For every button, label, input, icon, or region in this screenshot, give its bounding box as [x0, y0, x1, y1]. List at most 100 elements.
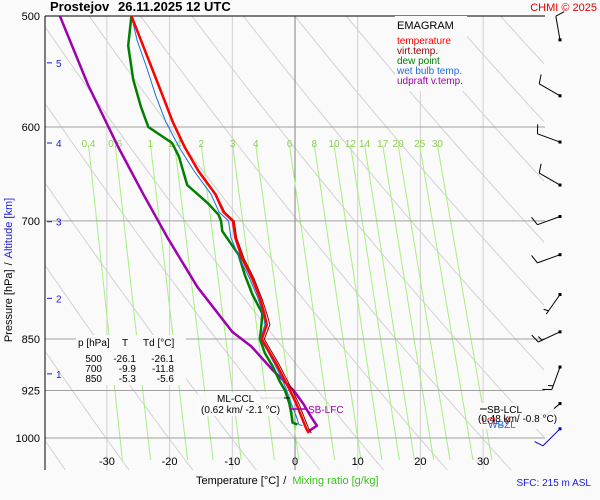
- barb-feather: [531, 255, 538, 264]
- series-wet-bulb-temp: [130, 16, 303, 427]
- station-name: Prostejov: [50, 0, 110, 14]
- ml-ccl-bg: [198, 392, 284, 416]
- surface-info: SFC: 215 m ASL: [517, 478, 592, 489]
- mixing-ratio-label: 1: [148, 139, 154, 150]
- mixing-ratio-label: 17: [377, 139, 389, 150]
- dry-adiabat: [46, 351, 130, 470]
- table-cell: -9.9: [119, 364, 137, 375]
- mixing-ratio-label: 4: [253, 139, 259, 150]
- temperature-tick-label: -10: [224, 456, 240, 468]
- wind-barb: [536, 124, 562, 144]
- barb-staff: [555, 16, 561, 40]
- barb-station-dot: [558, 292, 562, 296]
- dry-adiabats: [46, 0, 600, 473]
- pressure-tick-label: 925: [22, 386, 40, 398]
- dry-adiabat: [529, 0, 600, 473]
- x-axis-title: Temperature [°C] / Mixing ratio [g/kg]: [196, 475, 379, 487]
- dry-adiabat: [294, 16, 544, 306]
- barb-station-dot: [558, 183, 562, 187]
- altitude-tick-label: 1: [56, 370, 62, 381]
- wind-barb: [531, 330, 562, 343]
- barb-staff: [551, 366, 561, 390]
- barb-station-dot: [558, 214, 562, 218]
- sb-lfc-label: SB-LFC: [308, 405, 344, 416]
- barb-station-dot: [558, 402, 562, 406]
- barb-staff: [542, 428, 561, 447]
- mixing-ratio-label: 14: [359, 139, 371, 150]
- mixing-ratio-label: 0.4: [82, 139, 96, 150]
- y-axis-title: Pressure [hPa] / Altitude [km]: [3, 198, 15, 342]
- altitude-tick-label: 5: [56, 59, 62, 70]
- sb-lcl-bg: [478, 403, 554, 429]
- barb-station-dot: [558, 427, 562, 431]
- barb-station-dot: [558, 94, 562, 98]
- dry-adiabat: [345, 16, 544, 243]
- barb-half-feather: [543, 308, 549, 312]
- altitude-tick-labels: 5 4 3 2 1: [47, 59, 62, 381]
- svg-text:Pressure [hPa]/Altitude [km]: Pressure [hPa] / Altitude [km]: [3, 198, 15, 342]
- mixing-ratio-line: [149, 144, 189, 461]
- dry-adiabat: [46, 265, 194, 470]
- legend-item: dew point: [397, 56, 440, 67]
- y-axis-separator: /: [3, 261, 15, 265]
- y-axis-label: Pressure [hPa]: [3, 269, 15, 342]
- legend-background: [395, 16, 467, 91]
- pressure-tick-label: 600: [22, 122, 40, 134]
- mixing-ratio-line: [364, 144, 415, 461]
- sb-lcl-detail: (0.48 km/ -0.8 °C): [478, 414, 557, 425]
- barb-feather: [534, 441, 544, 447]
- temperature-tick-label: 30: [477, 456, 489, 468]
- barb-station-dot: [558, 140, 562, 144]
- temperature-tick-label: -30: [99, 456, 115, 468]
- temperature-tick-label: 10: [352, 456, 364, 468]
- wind-barb: [534, 427, 562, 447]
- mixing-ratio-line: [114, 144, 151, 461]
- table-header: p [hPa]: [78, 338, 110, 349]
- barb-feather: [538, 74, 542, 84]
- dry-adiabat: [139, 16, 512, 470]
- ml-ccl-detail: (0.62 km/ -2.1 °C): [201, 405, 280, 416]
- pressure-tick-label: 850: [22, 334, 40, 346]
- mixing-ratio-label: 12: [345, 139, 357, 150]
- mixing-ratio-line: [288, 144, 336, 461]
- barb-station-dot: [558, 38, 562, 42]
- altitude-tick-label: 2: [56, 294, 62, 305]
- mixing-ratio-label: 8: [312, 139, 318, 150]
- dry-adiabat: [396, 16, 544, 182]
- temperature-tick-label: 0: [292, 456, 298, 468]
- dry-adiabat: [46, 27, 385, 470]
- pressure-tick-label: 1000: [16, 433, 40, 445]
- wind-barb: [543, 292, 562, 315]
- mixing-ratio-line: [419, 144, 474, 461]
- wind-barb: [542, 365, 562, 391]
- x-axis-label: Temperature [°C]: [196, 475, 279, 487]
- mixing-ratio-labels: 0.4 0.6 1 1.4 2 3 4 6 8 10 12 14 17 20 25 30: [82, 139, 444, 150]
- mixing-ratio-label: 6: [287, 139, 293, 150]
- copyright: CHMI © 2025: [530, 2, 597, 14]
- ml-ccl-label: ML-CCL: [217, 394, 255, 405]
- series-udpraft-v-temp: [58, 16, 319, 433]
- wind-barb: [538, 74, 562, 98]
- barb-station-dot: [558, 253, 562, 257]
- barb-station-dot: [558, 365, 562, 369]
- wind-barb: [531, 253, 562, 264]
- annotations: ML-CCL (0.62 km/ -2.1 °C) SB-LFC SB-LCL …: [198, 392, 557, 431]
- barb-staff: [537, 254, 561, 264]
- pressure-tick-labels: 500 600 700 850 925 1000: [16, 11, 40, 445]
- x-axis-separator: /: [283, 475, 287, 487]
- barb-feather: [538, 163, 542, 174]
- table-cell: -5.3: [119, 374, 137, 385]
- temperature-tick-label: -20: [162, 456, 178, 468]
- mixing-ratio-label: 2: [198, 139, 204, 150]
- table-cell: -26.1: [113, 354, 136, 365]
- table-header: Td [°C]: [143, 338, 174, 349]
- table-cell: -26.1: [151, 354, 174, 365]
- legend-item: temperature: [397, 36, 451, 47]
- table-cell: 850: [85, 374, 102, 385]
- wind-barbs: [531, 11, 565, 447]
- y-axis-label-secondary: Altitude [km]: [3, 198, 15, 259]
- wind-barb: [531, 214, 562, 226]
- table-cell: 500: [85, 354, 102, 365]
